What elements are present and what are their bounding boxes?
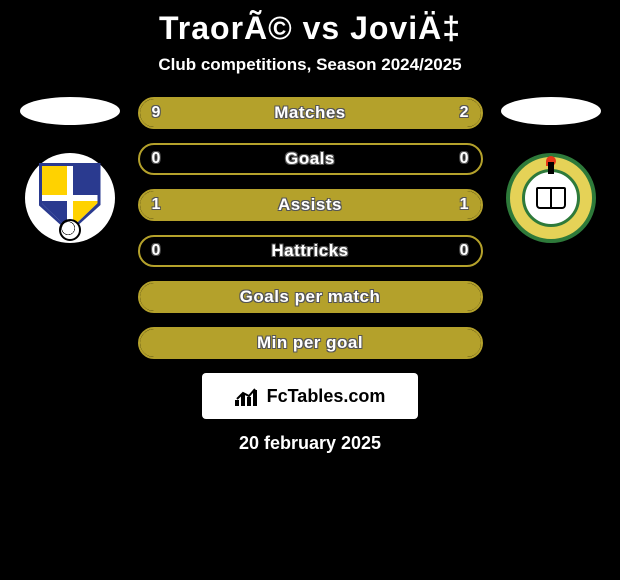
stat-value-right: 2 [460,104,469,122]
book-icon [536,187,566,209]
stat-value-left: 1 [152,196,161,214]
stat-value-right: 1 [460,196,469,214]
stat-value-right: 0 [460,150,469,168]
page-title: TraorÃ© vs JoviÄ‡ [159,10,461,47]
player-photo-placeholder-left [20,97,120,125]
stat-row: 1 1 Assists [138,189,483,221]
right-club-badge[interactable] [506,153,596,243]
fctables-label: FcTables.com [267,386,386,407]
right-player-col [501,97,601,243]
football-icon [59,219,81,241]
comparison-body: 9 2 Matches 0 0 Goals 1 1 Assists 0 0 Hattricks Goal… [0,97,620,359]
season-subtitle: Club competitions, Season 2024/2025 [158,55,461,75]
comparison-widget: TraorÃ© vs JoviÄ‡ Club competitions, Sea… [0,0,620,454]
stat-label: Goals per match [240,287,381,307]
stat-bars: 9 2 Matches 0 0 Goals 1 1 Assists 0 0 Hattricks Goal… [138,97,483,359]
stat-row: Goals per match [138,281,483,313]
stat-value-left: 0 [152,150,161,168]
stat-value-right: 0 [460,242,469,260]
stat-label: Assists [278,195,342,215]
stat-label: Goals [285,149,335,169]
stat-value-left: 9 [152,104,161,122]
stat-label: Min per goal [257,333,363,353]
stat-fill-right [419,99,480,127]
fctables-logo-icon [235,386,261,406]
stat-label: Hattricks [271,241,348,261]
stat-row: 0 0 Goals [138,143,483,175]
snapshot-date: 20 february 2025 [239,433,381,454]
stat-value-left: 0 [152,242,161,260]
stat-row: 9 2 Matches [138,97,483,129]
left-club-badge[interactable] [25,153,115,243]
player-photo-placeholder-right [501,97,601,125]
stat-label: Matches [274,103,346,123]
torch-icon [548,162,554,174]
fctables-link[interactable]: FcTables.com [202,373,418,419]
stat-row: Min per goal [138,327,483,359]
stat-row: 0 0 Hattricks [138,235,483,267]
left-player-col [20,97,120,243]
